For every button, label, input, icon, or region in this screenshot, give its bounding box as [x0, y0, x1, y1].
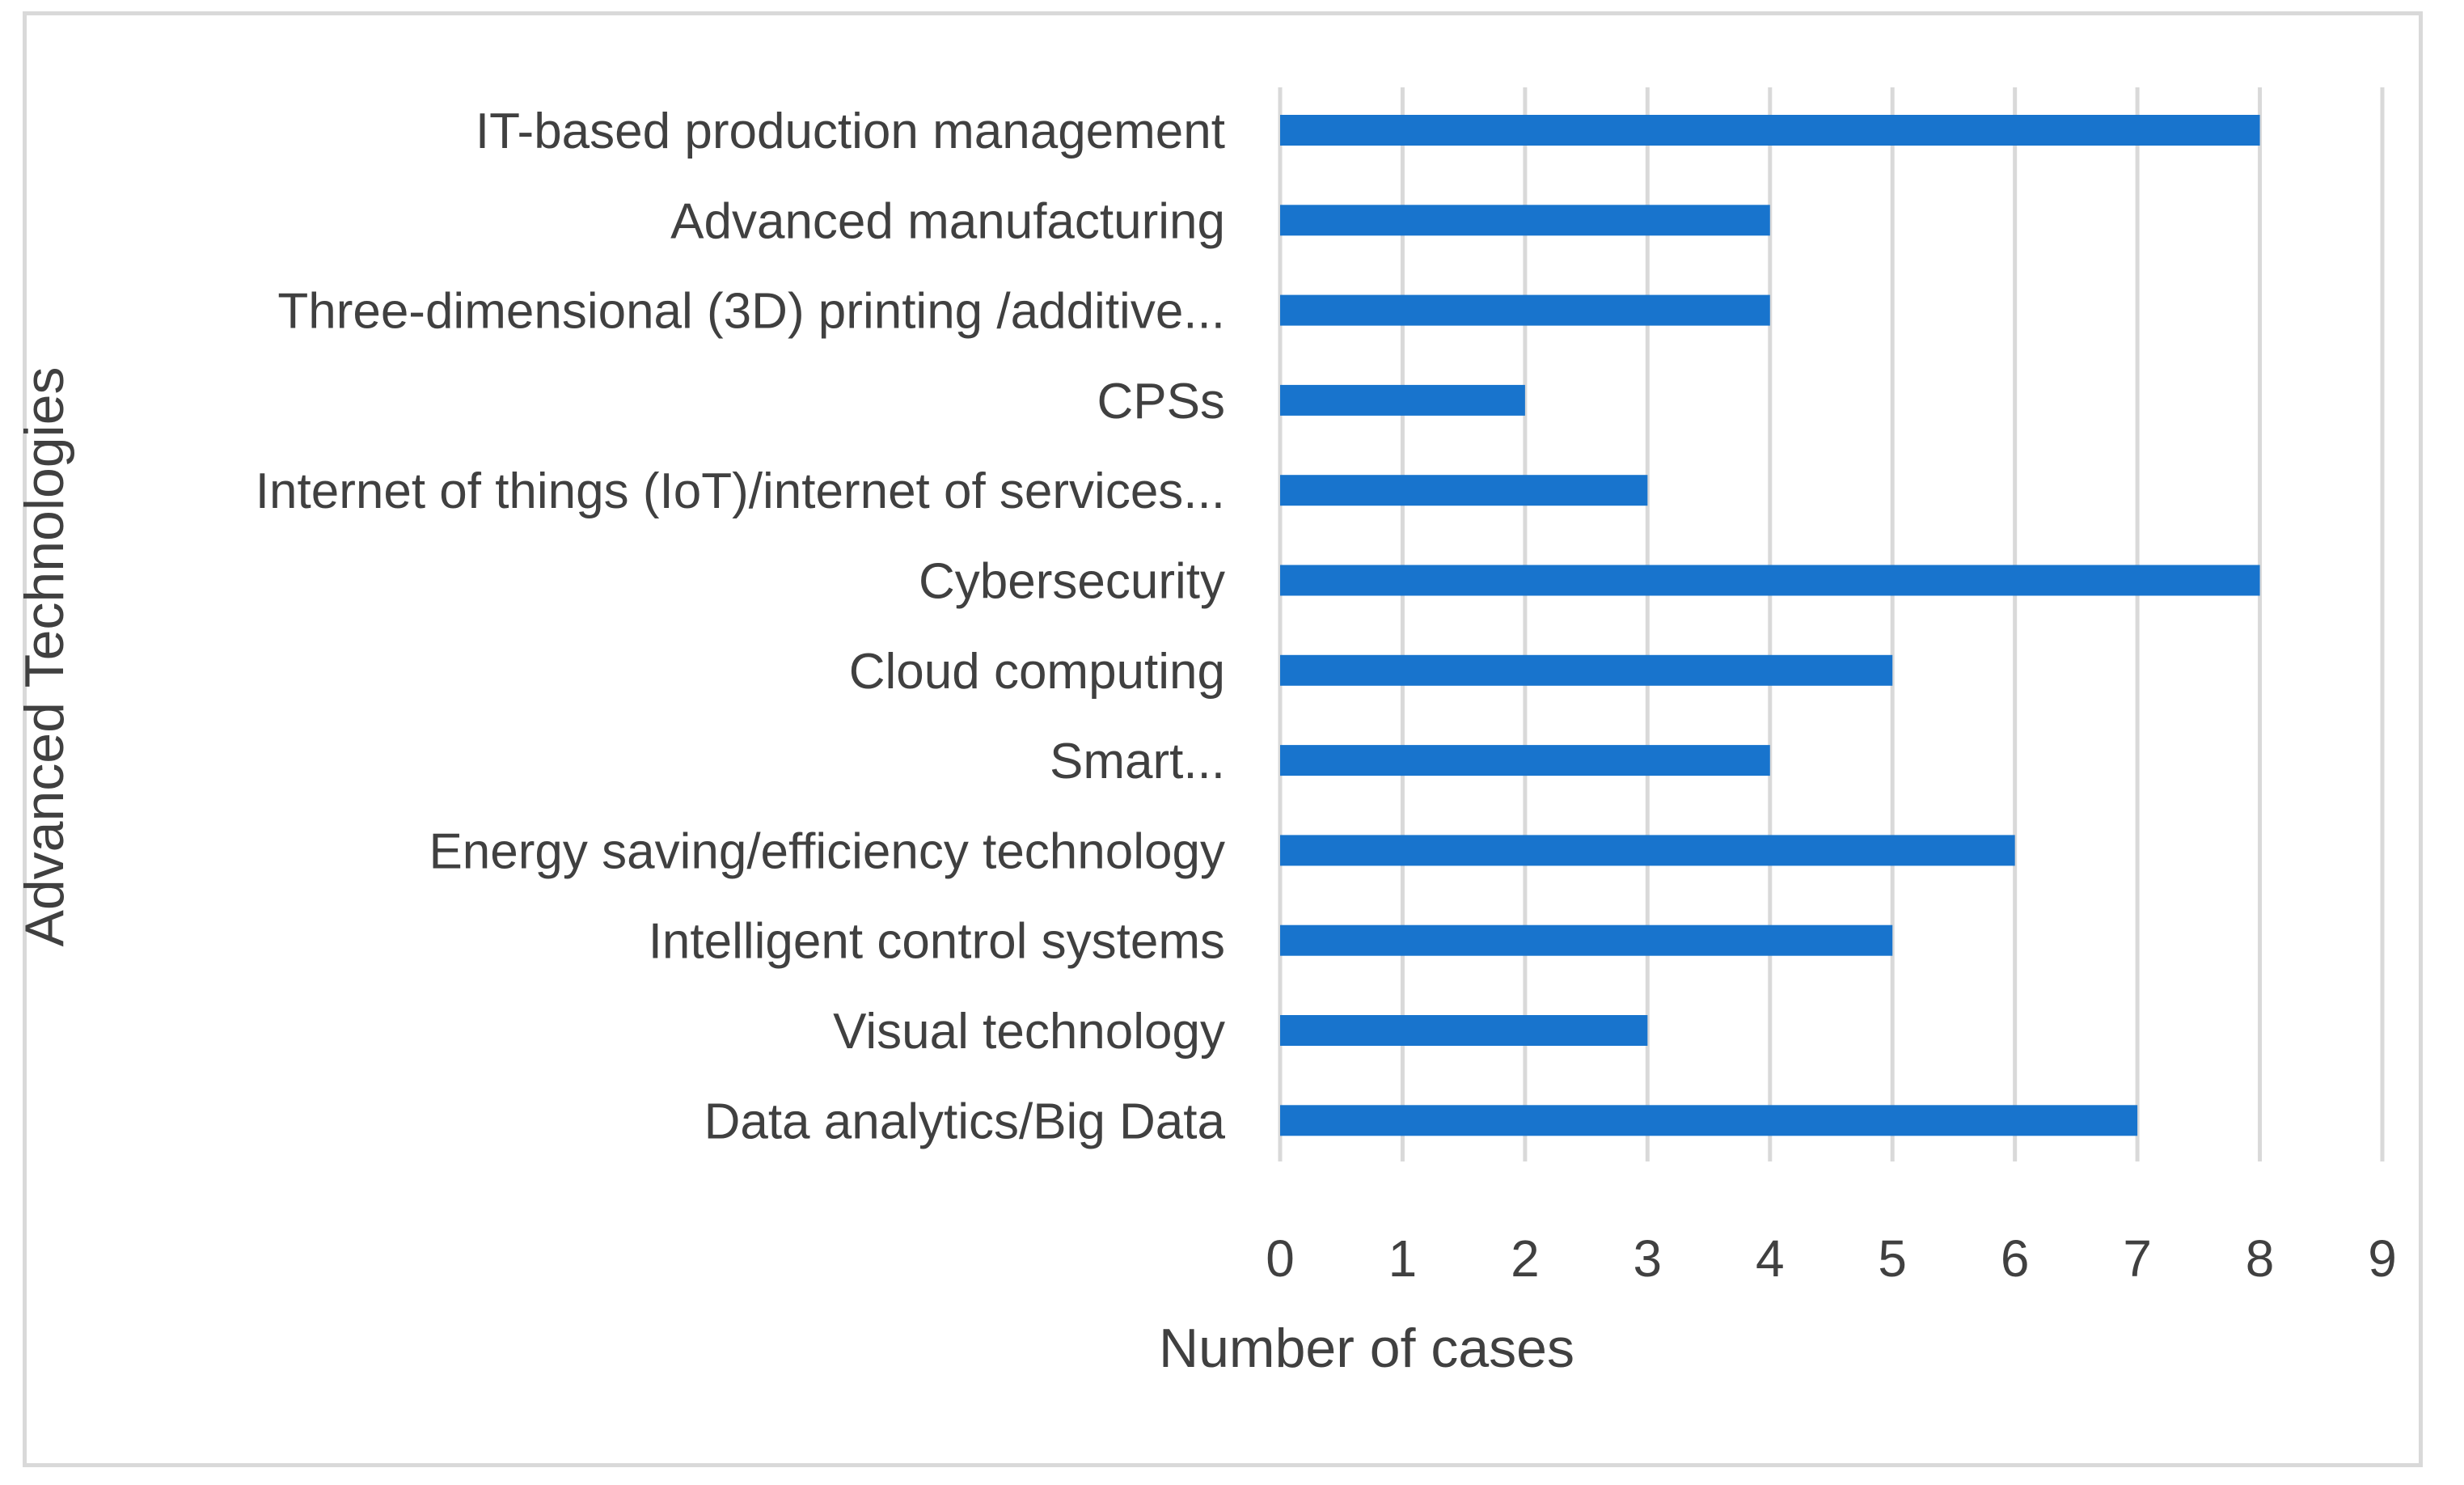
bar — [1280, 294, 1770, 326]
x-tick-label: 7 — [2123, 1229, 2152, 1288]
x-tick-label: 6 — [2001, 1229, 2030, 1288]
category-label: Cybersecurity — [919, 554, 1225, 610]
bar — [1280, 565, 2260, 596]
bar — [1280, 924, 1893, 956]
category-label: Three-dimensional (3D) printing /additiv… — [277, 284, 1225, 340]
category-label: Smart... — [1050, 734, 1225, 789]
chart-frame — [23, 11, 2423, 1467]
y-axis-title: Advanced Technologies — [14, 366, 75, 946]
gridlines — [1278, 87, 2385, 1161]
bar — [1280, 205, 1770, 236]
category-label: IT-based production management — [475, 104, 1225, 159]
x-axis-title: Number of cases — [1159, 1318, 1574, 1379]
x-tick-labels: 0 1 2 3 4 5 6 7 8 9 — [1266, 1229, 2397, 1288]
x-tick-label: 0 — [1266, 1229, 1295, 1288]
x-tick-label: 2 — [1511, 1229, 1540, 1288]
bar — [1280, 1105, 2138, 1136]
x-tick-label: 3 — [1634, 1229, 1663, 1288]
category-label: Internet of things (IoT)/internet of ser… — [256, 463, 1225, 519]
category-label: Data analytics/Big Data — [704, 1094, 1226, 1149]
category-label: Visual technology — [833, 1004, 1225, 1060]
x-tick-label: 1 — [1388, 1229, 1418, 1288]
category-label: Energy saving/efficiency technology — [429, 823, 1225, 879]
category-label: Advanced manufacturing — [670, 193, 1225, 249]
bar — [1280, 384, 1525, 416]
bar — [1280, 475, 1648, 506]
bar — [1280, 654, 1893, 686]
category-labels: IT-based production management Advanced m… — [256, 104, 1226, 1149]
bar — [1280, 745, 1770, 776]
x-tick-label: 5 — [1878, 1229, 1907, 1288]
bars — [1280, 115, 2260, 1136]
x-tick-label: 8 — [2246, 1229, 2275, 1288]
category-label: Intelligent control systems — [649, 914, 1225, 970]
x-tick-label: 4 — [1756, 1229, 1785, 1288]
x-tick-label: 9 — [2368, 1229, 2397, 1288]
bar — [1280, 835, 2015, 866]
bar — [1280, 115, 2260, 146]
bar — [1280, 1015, 1648, 1046]
category-label: Cloud computing — [849, 644, 1225, 700]
category-label: CPSs — [1097, 374, 1225, 429]
